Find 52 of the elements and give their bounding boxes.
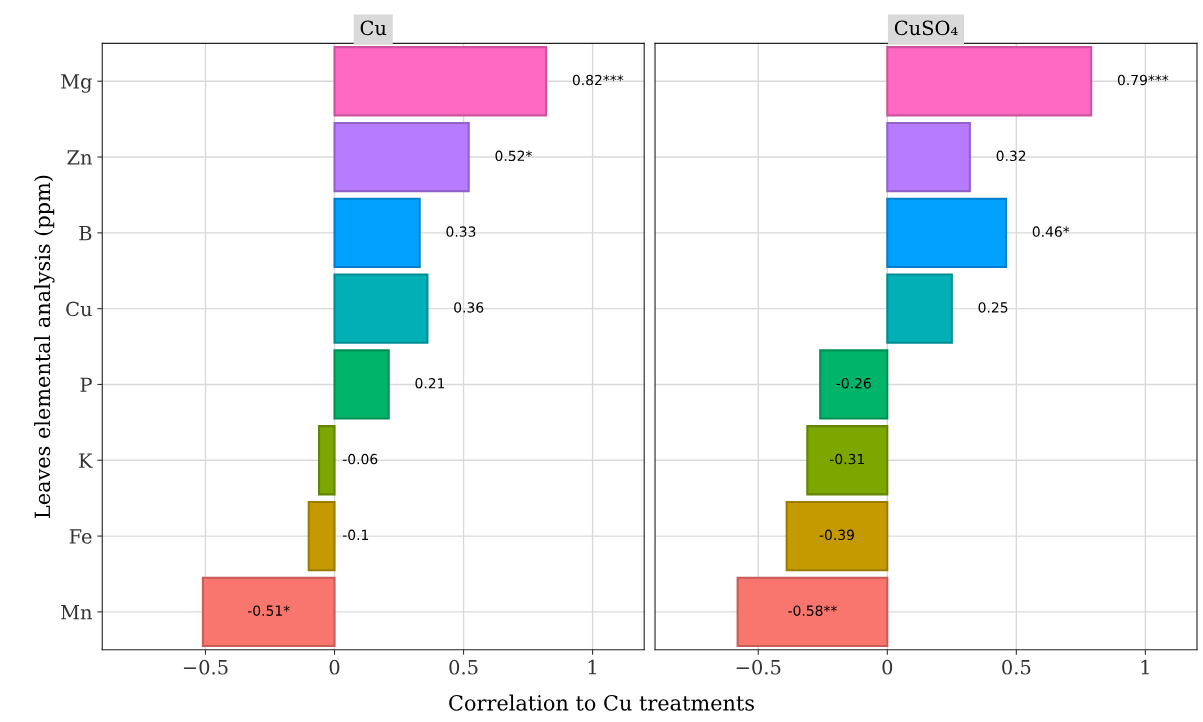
x-axis-title: Correlation to Cu treatments: [449, 694, 754, 711]
y-tick-label: Mn: [61, 605, 92, 620]
x-tick-label: 1: [588, 659, 597, 675]
bar: [333, 197, 421, 268]
bar: [886, 273, 953, 344]
data-label: 0.32: [996, 150, 1026, 162]
data-label: 0.21: [415, 377, 445, 389]
x-tick-label: 0: [882, 659, 893, 675]
data-label: 0.46*: [1032, 226, 1070, 237]
x-tick-label: 0.5: [1002, 659, 1031, 675]
bar: [333, 121, 470, 193]
bar: [333, 46, 548, 117]
y-axis-title: Leaves elemental analysis (ppm): [34, 175, 55, 518]
y-tick-label: K: [79, 453, 93, 468]
data-label: 0.36: [454, 302, 484, 313]
data-label: -0.51*: [247, 605, 290, 616]
bar: [886, 121, 971, 193]
y-tick-label: Cu: [66, 301, 92, 317]
data-label: -0.58**: [788, 605, 837, 616]
bar: [333, 273, 429, 344]
bar: [317, 425, 336, 496]
x-tick-label: −0.5: [183, 659, 228, 675]
chart-title: Cu: [360, 20, 387, 36]
x-tick-label: −0.5: [736, 659, 781, 675]
x-tick-label: 0: [329, 659, 340, 675]
data-label: 0.79***: [1117, 74, 1169, 86]
data-label: -0.31: [830, 453, 864, 465]
bar: [819, 349, 889, 420]
bar: [307, 500, 336, 572]
bar: [736, 576, 889, 648]
bar: [333, 349, 390, 420]
y-tick-label: B: [79, 226, 92, 241]
data-label: 0.82***: [572, 74, 624, 86]
x-tick-label: 1: [1141, 659, 1149, 675]
bar: [886, 197, 1008, 268]
chart-title: CuSO₄: [894, 20, 958, 36]
bar: [201, 576, 336, 648]
x-tick-label: 0.5: [449, 659, 478, 675]
data-label: 0.33: [446, 226, 476, 237]
y-tick-label: P: [80, 377, 92, 392]
data-label: 0.25: [978, 302, 1008, 313]
y-tick-label: Fe: [69, 529, 92, 544]
data-label: -0.1: [342, 529, 369, 541]
data-label: -0.06: [342, 453, 378, 465]
y-tick-label: Mg: [61, 74, 92, 93]
data-label: 0.52*: [495, 150, 532, 162]
bar: [785, 500, 889, 572]
data-label: -0.39: [819, 529, 854, 541]
data-label: -0.26: [836, 377, 871, 389]
bar: [886, 46, 1093, 117]
bar: [806, 425, 889, 496]
y-tick-label: Zn: [67, 150, 92, 165]
